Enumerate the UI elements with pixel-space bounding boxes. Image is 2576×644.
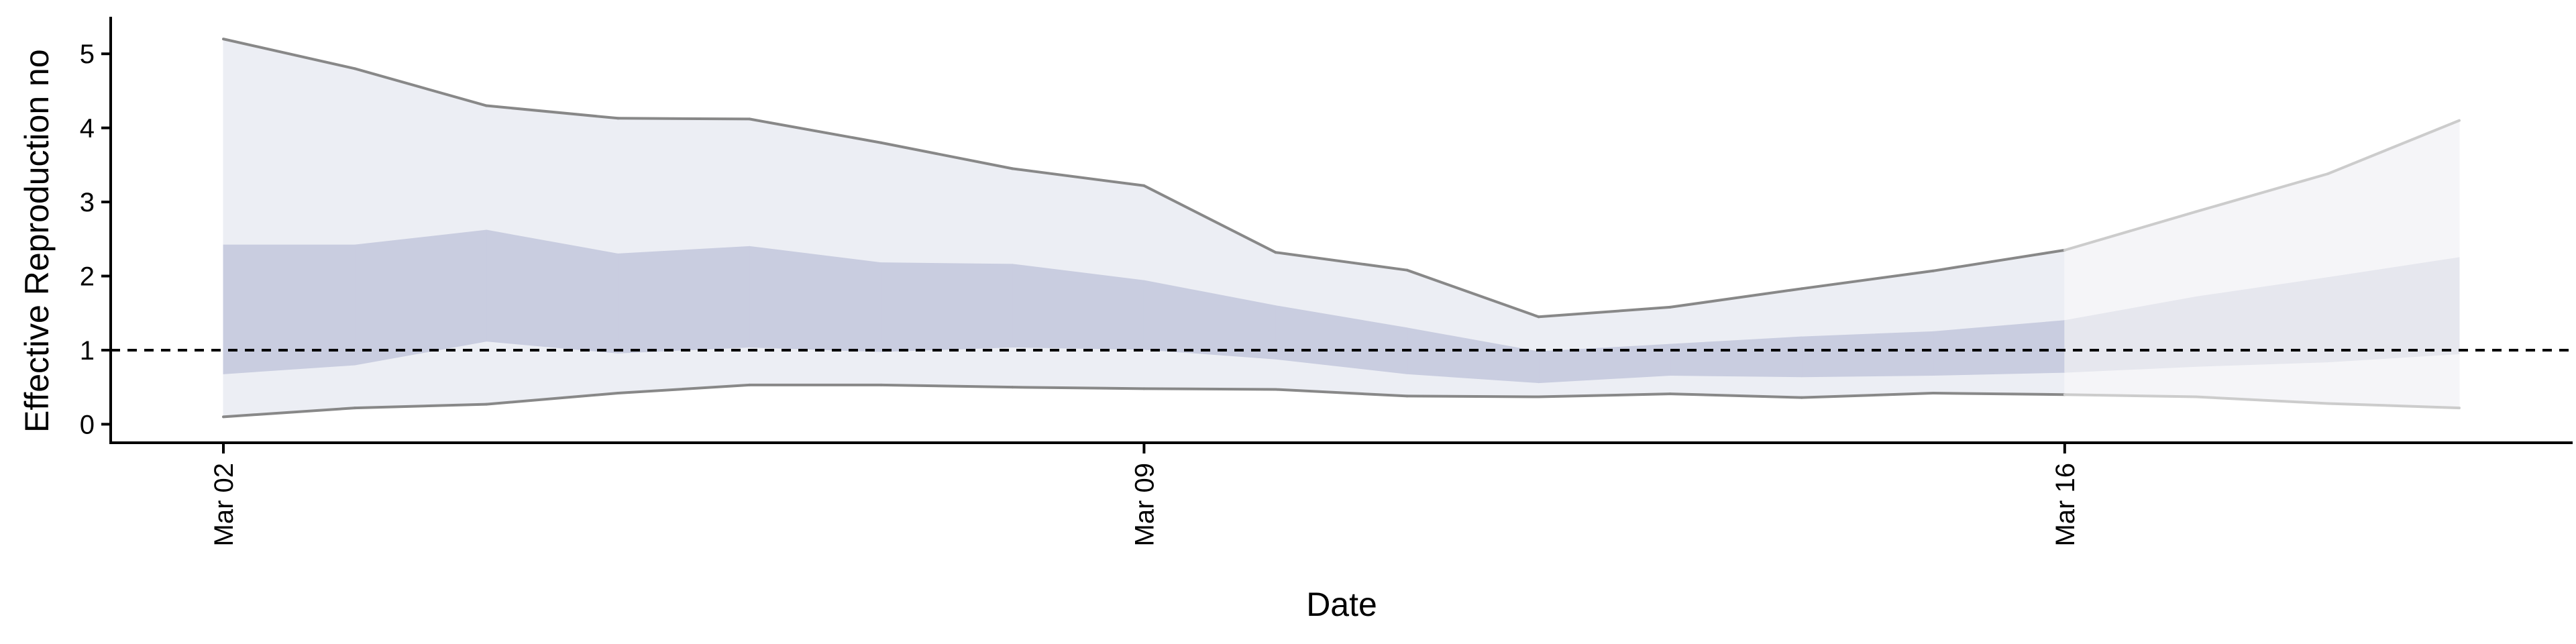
inner-band-segment — [354, 229, 487, 366]
inner-band-segment — [617, 246, 750, 354]
lower-bound-line — [2326, 402, 2461, 410]
x-tick-label: Mar 09 — [1130, 463, 1159, 547]
inner-band-segment — [223, 244, 356, 374]
lower-bound-line — [1011, 386, 1146, 390]
upper-bound-line — [222, 38, 357, 70]
lower-bound-line — [2194, 395, 2329, 405]
upper-bound-line — [616, 117, 751, 121]
lower-bound-line — [1274, 388, 1409, 398]
upper-bound-line — [1537, 305, 1672, 319]
lower-bound-line — [1931, 392, 2066, 396]
y-tick-label: 5 — [80, 40, 95, 69]
upper-bound-line — [1274, 251, 1409, 272]
y-axis-ticks: 0 1 2 3 4 5 — [80, 40, 111, 439]
lower-bound-line — [1537, 392, 1672, 398]
lower-bound-line — [616, 383, 751, 395]
upper-bound-line — [354, 67, 488, 107]
upper-bound-line — [1800, 269, 1935, 290]
upper-bound-line — [1668, 287, 1803, 309]
upper-bound-line — [1405, 268, 1540, 319]
inner-band-segment — [749, 246, 881, 352]
upper-bound-line — [748, 117, 883, 144]
upper-bound-line — [879, 141, 1014, 170]
y-tick-label: 1 — [80, 336, 95, 366]
interval-bound-lines — [222, 38, 2461, 419]
upper-bound-line — [1931, 248, 2066, 272]
x-tick-label: Mar 02 — [209, 463, 239, 547]
lower-bound-line — [1668, 392, 1803, 399]
inner-band-segment — [1801, 331, 1934, 378]
inner-band-segment — [880, 262, 1013, 352]
lower-bound-line — [2063, 393, 2198, 398]
y-tick-label: 0 — [80, 410, 95, 439]
axes — [109, 17, 2573, 444]
upper-bound-line — [1011, 167, 1146, 187]
x-axis-ticks: Mar 02 Mar 09 Mar 16 — [209, 443, 2080, 547]
lower-bound-line — [354, 402, 488, 410]
x-tick-label: Mar 16 — [2051, 463, 2080, 547]
x-axis-title: Date — [1306, 586, 1377, 623]
upper-bound-line — [2063, 210, 2198, 252]
y-tick-label: 4 — [80, 114, 95, 144]
lower-bound-line — [222, 407, 357, 419]
lower-bound-line — [1800, 392, 1935, 399]
upper-bound-line — [1142, 184, 1277, 254]
y-tick-label: 3 — [80, 188, 95, 217]
credible-interval-bands — [223, 38, 2460, 417]
upper-bound-line — [2194, 172, 2329, 213]
lower-bound-line — [485, 392, 620, 406]
upper-bound-line — [485, 104, 620, 120]
y-tick-label: 2 — [80, 262, 95, 292]
inner-band-segment — [1670, 336, 1803, 378]
lower-bound-line — [1142, 387, 1277, 391]
upper-bound-line — [2326, 119, 2461, 176]
lower-bound-line — [879, 383, 1014, 389]
y-axis-title: Effective Reproduction no — [18, 49, 56, 433]
inner-band-segment — [2327, 257, 2460, 363]
